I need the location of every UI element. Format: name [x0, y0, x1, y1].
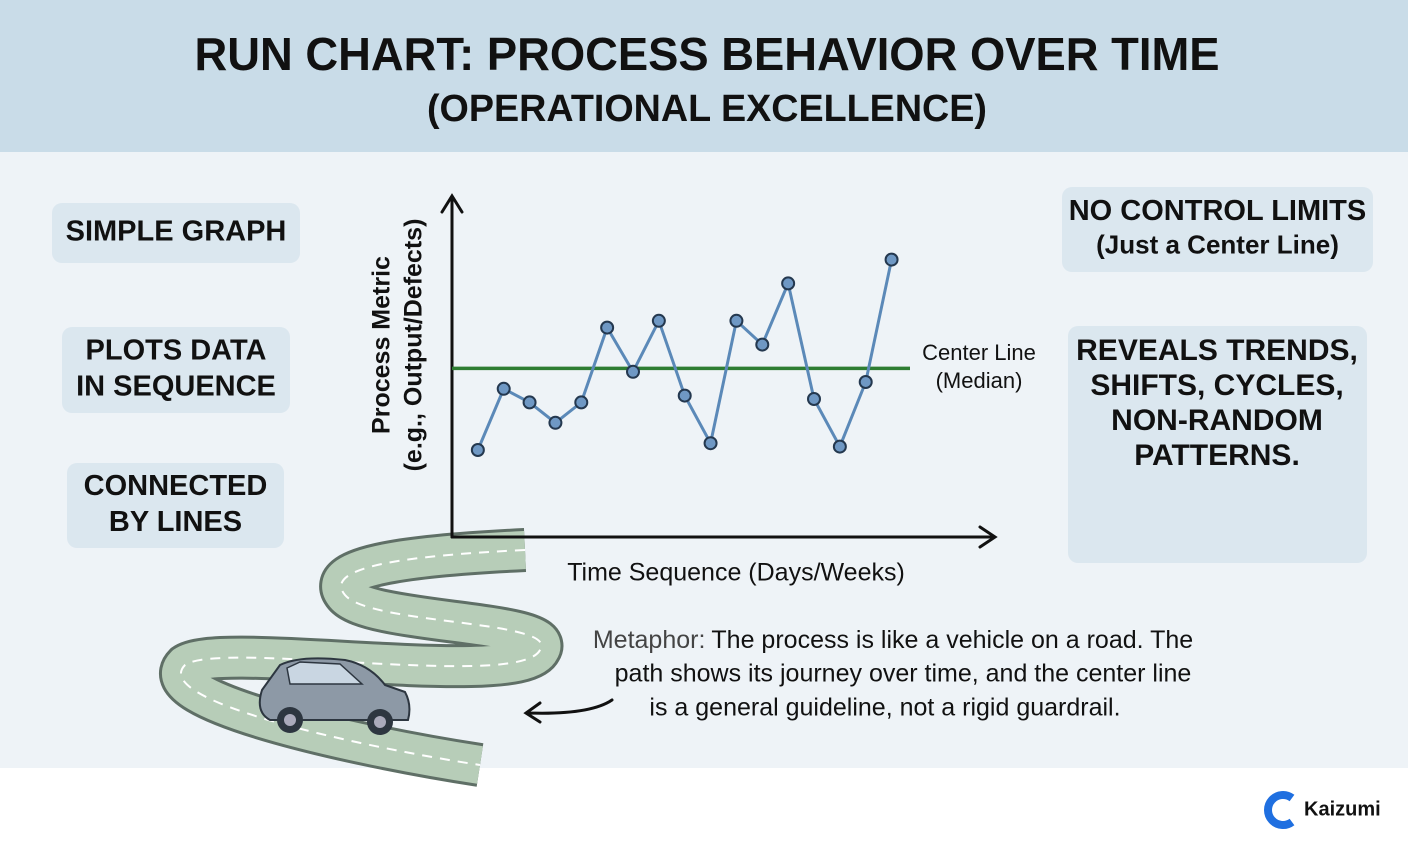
note-text: PATTERNS.	[1134, 439, 1300, 472]
x-axis-label: Time Sequence (Days/Weeks)	[567, 559, 905, 587]
data-point	[548, 415, 563, 430]
note-text: CONNECTED	[84, 470, 268, 502]
data-point	[651, 313, 666, 328]
data-point	[496, 381, 511, 396]
data-point	[522, 395, 537, 410]
road	[159, 528, 564, 787]
brand-logo	[1264, 791, 1295, 829]
data-point	[703, 436, 718, 451]
data-point	[729, 313, 744, 328]
header-band	[0, 0, 1408, 152]
data-point	[677, 388, 692, 403]
note-box	[1068, 326, 1367, 563]
center-line-label: (Median)	[936, 368, 1023, 393]
note-text: (Just a Center Line)	[1096, 229, 1339, 259]
subtitle: (OPERATIONAL EXCELLENCE)	[427, 88, 987, 130]
arrow	[523, 698, 614, 724]
note-text: IN SEQUENCE	[76, 371, 276, 403]
data-point	[600, 320, 615, 335]
note-text: BY LINES	[109, 506, 242, 538]
data-point	[858, 375, 873, 389]
car	[258, 657, 411, 735]
title: RUN CHART: PROCESS BEHAVIOR OVER TIME	[195, 28, 1220, 80]
data-point	[626, 364, 640, 379]
metaphor-lead: Metaphor:	[593, 626, 706, 654]
note-text: REVEALS TRENDS,	[1076, 334, 1358, 367]
data-point	[470, 443, 485, 457]
note-text: SHIFTS, CYCLES,	[1090, 369, 1343, 402]
metaphor-line: Metaphor: The process is like a vehicle o…	[593, 626, 1193, 654]
note-box	[52, 203, 300, 263]
brand: Kaizumi	[1304, 798, 1381, 820]
metaphor-text: The process is like a vehicle on a road.…	[711, 626, 1193, 654]
note-box	[67, 463, 284, 548]
note-text: SIMPLE GRAPH	[66, 216, 287, 248]
note-text: PLOTS DATA	[86, 335, 267, 367]
footer-band	[0, 768, 1408, 851]
metaphor-text: path shows its journey over time, and th…	[615, 660, 1192, 688]
data-point	[781, 276, 796, 291]
data-point	[884, 252, 899, 267]
data-point	[807, 392, 821, 406]
y-axis-label: Process Metric	[368, 256, 396, 434]
data-point	[755, 337, 770, 352]
note-text: NO CONTROL LIMITS	[1069, 195, 1367, 227]
data-point	[574, 395, 589, 410]
metaphor-text: is a general guideline, not a rigid guar…	[649, 694, 1120, 722]
note-box	[1062, 187, 1373, 272]
data-point	[832, 439, 847, 454]
note-box	[62, 327, 290, 413]
note-text: NON-RANDOM	[1111, 404, 1323, 437]
y-axis-label: (e.g., Output/Defects)	[400, 219, 428, 472]
center-line-label: Center Line	[922, 340, 1036, 365]
